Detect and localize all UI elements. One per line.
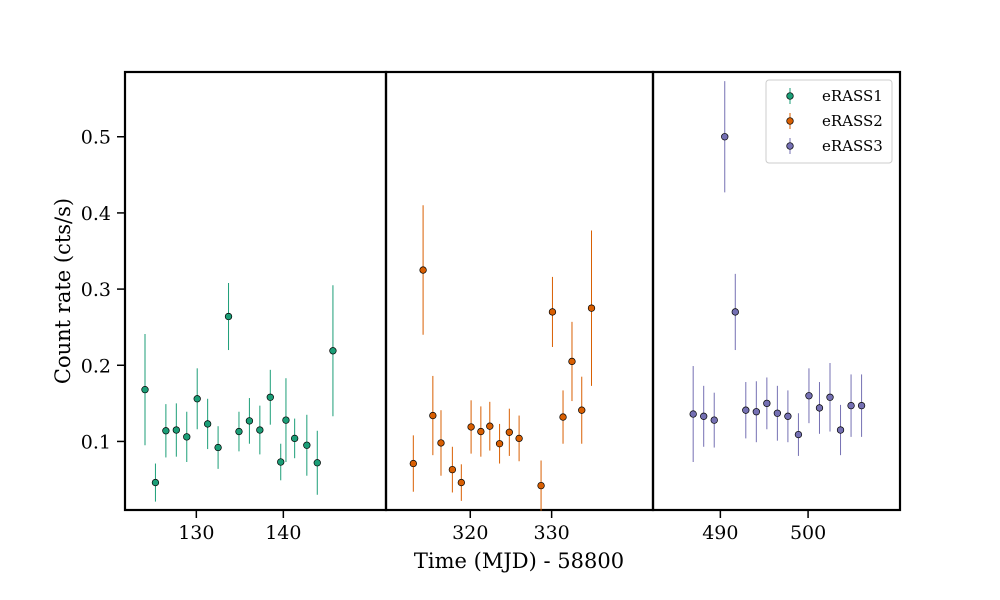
data-point: [409, 459, 417, 468]
panel-2: 320 330: [384, 70, 655, 544]
data-point: [477, 427, 485, 436]
legend-marker: [786, 117, 794, 125]
data-point: [805, 392, 813, 400]
data-point: [467, 423, 475, 431]
data-point: [203, 420, 212, 428]
legend-box: [765, 79, 893, 164]
y-axis: 0.1 0.2 0.3 0.4 0.5: [81, 127, 125, 453]
panel-frame: [123, 70, 388, 512]
y-axis-title: Count rate (cts/s): [51, 198, 75, 384]
legend-label: eRASS2: [822, 112, 883, 130]
data-point: [568, 357, 576, 366]
legend-entry: eRASS3: [786, 137, 883, 155]
data-point: [291, 434, 299, 443]
data-point: [773, 409, 782, 417]
data-point: [847, 401, 855, 410]
x-axis-title: Time (MJD) - 58800: [414, 549, 624, 573]
data-point: [752, 408, 760, 416]
legend-marker: [786, 142, 794, 150]
legend-entry: eRASS1: [786, 87, 883, 105]
data-point: [578, 406, 586, 414]
data-point: [857, 401, 866, 410]
data-point: [710, 416, 718, 424]
data-point: [282, 416, 290, 424]
panel-frame: [651, 70, 902, 512]
data-point: [700, 412, 708, 420]
legend-label: eRASS1: [822, 87, 883, 105]
data-point: [815, 404, 824, 412]
panel-1: 130 140: [123, 70, 388, 544]
data-point: [731, 308, 739, 316]
data-point: [448, 465, 457, 474]
data-point: [266, 393, 274, 401]
x-tick-label: 490: [702, 522, 738, 544]
x-tick-label: 330: [534, 522, 570, 544]
panels-layer: 130 140 320 330 490 500: [123, 70, 902, 544]
y-tick-label: 0.5: [81, 127, 111, 149]
data-point: [172, 426, 180, 434]
panel-3: 490 500: [651, 70, 902, 544]
data-point: [587, 304, 596, 312]
data-point: [193, 395, 201, 403]
data-point: [277, 458, 285, 466]
legend-label: eRASS3: [822, 137, 883, 155]
data-point: [495, 440, 504, 448]
data-point: [141, 385, 149, 394]
data-point: [721, 133, 729, 141]
series-eRASS2: [409, 205, 596, 511]
data-point: [183, 433, 191, 441]
y-tick-label: 0.3: [81, 279, 111, 301]
data-point: [457, 478, 465, 487]
data-point: [419, 266, 427, 274]
data-point: [329, 347, 337, 355]
legend: eRASS1 eRASS2 eRASS3: [765, 79, 893, 164]
legend-entry: eRASS2: [786, 112, 883, 130]
data-point: [836, 426, 845, 434]
data-point: [742, 406, 750, 414]
data-point: [689, 410, 697, 418]
data-point: [826, 393, 834, 401]
data-point: [224, 312, 233, 321]
data-point: [162, 427, 170, 435]
data-point: [548, 308, 557, 316]
data-point: [559, 413, 567, 421]
data-point: [537, 481, 545, 490]
data-point: [214, 443, 222, 452]
x-tick-label: 500: [790, 522, 826, 544]
x-tick-label: 140: [265, 522, 301, 544]
series-eRASS3: [689, 81, 866, 463]
data-point: [437, 439, 445, 447]
data-point: [515, 434, 523, 443]
legend-marker: [786, 92, 794, 100]
data-point: [303, 441, 311, 449]
x-tick-label: 130: [178, 522, 214, 544]
data-point: [313, 459, 321, 467]
data-point: [784, 412, 792, 420]
data-point: [794, 430, 803, 439]
data-point: [151, 478, 160, 487]
data-point: [763, 399, 771, 408]
x-tick-label: 320: [452, 522, 488, 544]
y-tick-label: 0.2: [81, 355, 111, 377]
data-point: [429, 411, 437, 420]
y-tick-label: 0.4: [81, 203, 111, 225]
y-tick-label: 0.1: [81, 431, 111, 453]
data-point: [505, 428, 513, 436]
data-point: [486, 422, 494, 430]
data-point: [256, 426, 264, 434]
series-eRASS1: [141, 283, 337, 502]
data-point: [235, 427, 243, 436]
data-point: [245, 417, 254, 425]
